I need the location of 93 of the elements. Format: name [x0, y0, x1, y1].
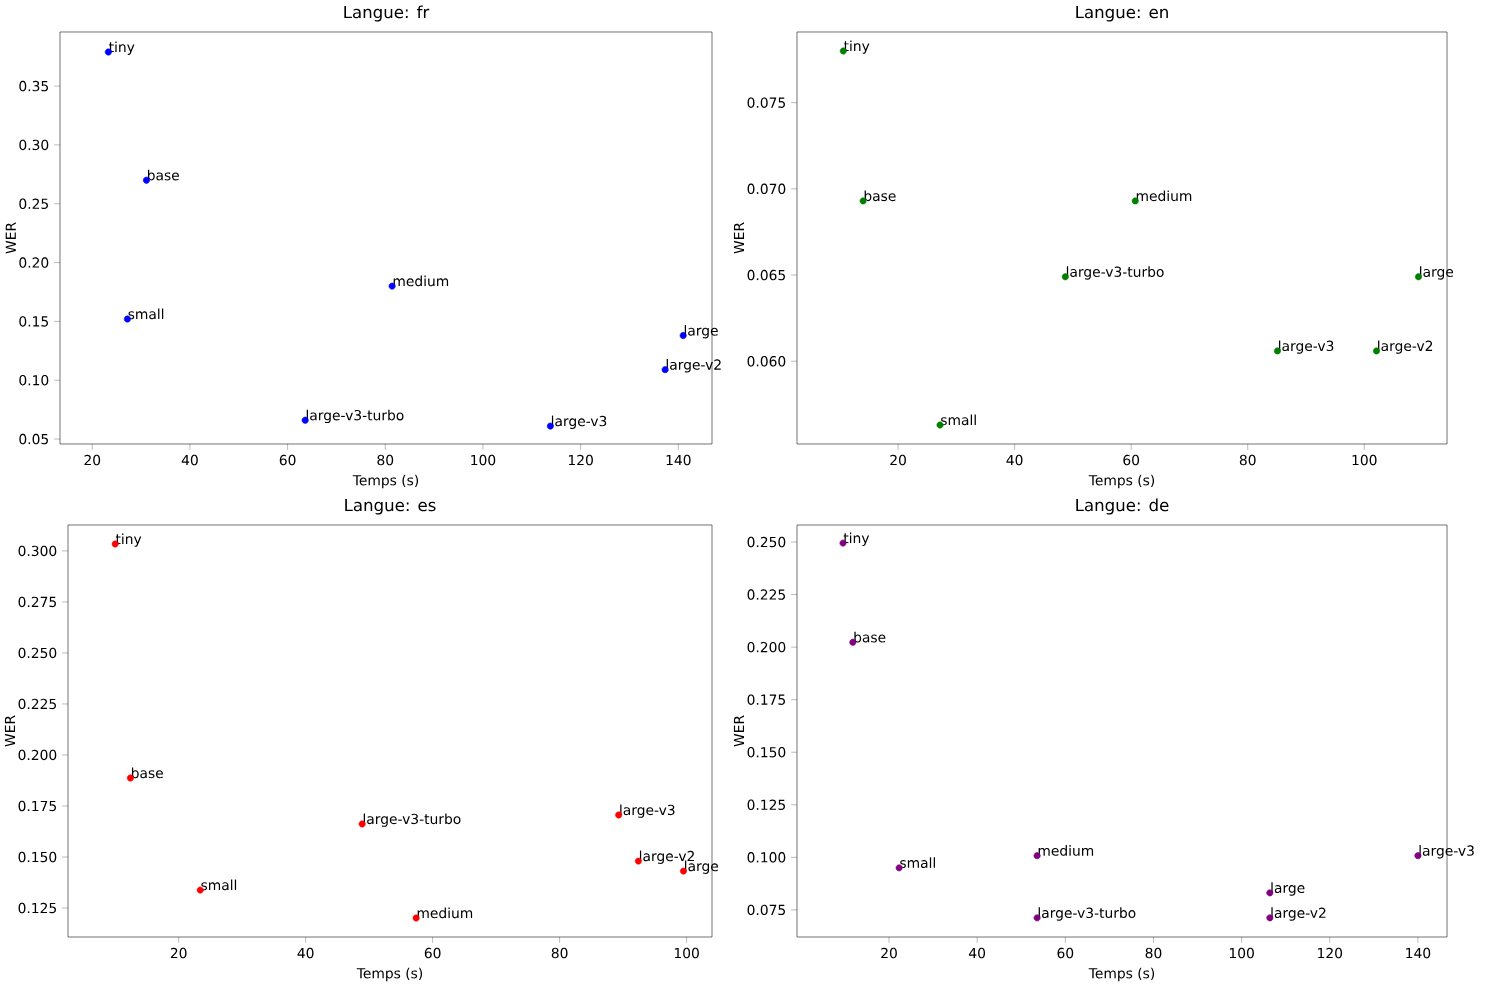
x-tick-label: 100	[1229, 947, 1254, 959]
y-tick-label: 0.070	[747, 183, 786, 195]
x-axis-title: Temps (s)	[1088, 474, 1155, 489]
annotation: small	[201, 879, 237, 891]
x-tick-label: 80	[551, 947, 568, 959]
annotation: large-v2	[666, 359, 721, 373]
x-tick-label: 20	[890, 454, 906, 466]
annotation: medium	[1136, 190, 1192, 202]
x-tick-label: 40	[1006, 454, 1023, 466]
x-axis-title: Temps (s)	[356, 967, 423, 982]
annotation: large-v3-turbo	[1038, 907, 1136, 921]
annotation: large-v3	[1279, 340, 1334, 354]
x-tick-label: 20	[881, 947, 897, 959]
annotation: large-v2	[1378, 340, 1433, 354]
y-tick-label: 0.35	[19, 80, 48, 92]
x-tick-label: 20	[170, 947, 187, 959]
y-tick-label: 0.075	[747, 904, 785, 916]
x-tick-label: 100	[471, 454, 496, 466]
y-tick-label: 0.250	[747, 536, 786, 548]
y-tick-label: 0.25	[19, 198, 48, 209]
annotation: large	[1420, 266, 1454, 280]
annotation: base	[854, 631, 886, 643]
x-tick-label: 40	[969, 947, 986, 959]
annotation: large-v3-turbo	[363, 813, 461, 827]
annotation: base	[147, 169, 179, 181]
annotation: base	[131, 767, 163, 779]
y-tick-label: 0.200	[18, 749, 57, 761]
x-tick-label: 20	[84, 454, 101, 466]
y-tick-label: 0.05	[19, 433, 48, 445]
x-tick-label: 100	[1352, 454, 1377, 466]
x-tick-label: 120	[568, 454, 593, 466]
y-tick-label: 0.275	[18, 596, 56, 608]
y-axis-title: WER	[4, 715, 16, 747]
x-tick-label: 60	[1123, 454, 1140, 466]
annotation: medium	[393, 275, 449, 287]
y-axis-title: WER	[733, 715, 745, 747]
annotation: tiny	[843, 40, 870, 54]
annotation: large-v3	[551, 415, 607, 429]
y-tick-label: 0.175	[18, 800, 56, 812]
annotation: tiny	[115, 533, 142, 547]
y-tick-label: 0.20	[19, 257, 49, 268]
annotation: base	[864, 190, 896, 202]
annotation: large-v3	[620, 804, 675, 818]
x-tick-label: 40	[297, 947, 314, 959]
y-tick-label: 0.175	[747, 694, 785, 705]
annotation: large-v3	[1419, 845, 1474, 859]
x-tick-label: 60	[279, 454, 296, 466]
y-tick-label: 0.200	[747, 641, 786, 653]
y-tick-label: 0.125	[747, 799, 785, 811]
annotation: tiny	[843, 532, 870, 546]
annotation: large	[684, 325, 718, 339]
x-tick-label: 60	[424, 947, 441, 959]
y-tick-label: 0.125	[18, 902, 56, 914]
y-tick-label: 0.300	[18, 545, 57, 557]
annotation: medium	[417, 907, 473, 919]
annotation: large-v2	[1271, 907, 1326, 921]
y-axis-title: WER	[5, 222, 16, 254]
y-tick-label: 0.100	[747, 852, 786, 863]
annotation: medium	[1038, 845, 1094, 856]
y-tick-label: 0.10	[19, 374, 49, 386]
y-tick-label: 0.150	[18, 851, 57, 863]
annotation: large-v3-turbo	[1066, 266, 1164, 280]
x-tick-label: 120	[1318, 947, 1343, 959]
y-tick-label: 0.15	[19, 316, 48, 327]
annotation: large	[1271, 882, 1305, 896]
x-tick-label: 40	[181, 454, 198, 466]
y-tick-label: 0.225	[747, 589, 785, 600]
y-axis-title: WER	[733, 222, 745, 254]
y-tick-label: 0.225	[18, 698, 56, 710]
y-tick-label: 0.065	[747, 269, 785, 281]
annotation: tiny	[109, 41, 135, 55]
y-tick-label: 0.075	[747, 97, 785, 108]
x-tick-label: 100	[674, 947, 699, 959]
x-axis-title: Temps (s)	[1088, 967, 1155, 982]
annotation: small	[128, 308, 164, 320]
chart-title: Langue: de	[1076, 498, 1169, 515]
y-tick-label: 0.30	[19, 139, 49, 151]
chart-title: Langue: en	[1076, 6, 1168, 22]
x-axis-title: Temps (s)	[352, 474, 419, 489]
chart-title: Langue: fr	[344, 5, 430, 22]
x-tick-label: 80	[1145, 947, 1162, 959]
y-tick-label: 0.150	[747, 746, 786, 758]
x-tick-label: 140	[666, 454, 691, 466]
chart-title: Langue: es	[345, 499, 436, 515]
x-tick-label: 60	[1057, 947, 1074, 959]
x-tick-label: 80	[377, 454, 394, 466]
y-tick-label: 0.250	[18, 647, 57, 659]
annotation: large-v3-turbo	[306, 409, 404, 424]
x-tick-label: 80	[1239, 454, 1256, 466]
y-tick-label: 0.060	[747, 356, 786, 367]
annotation: small	[900, 857, 935, 869]
annotation: small	[941, 414, 976, 426]
x-tick-label: 140	[1406, 947, 1431, 959]
